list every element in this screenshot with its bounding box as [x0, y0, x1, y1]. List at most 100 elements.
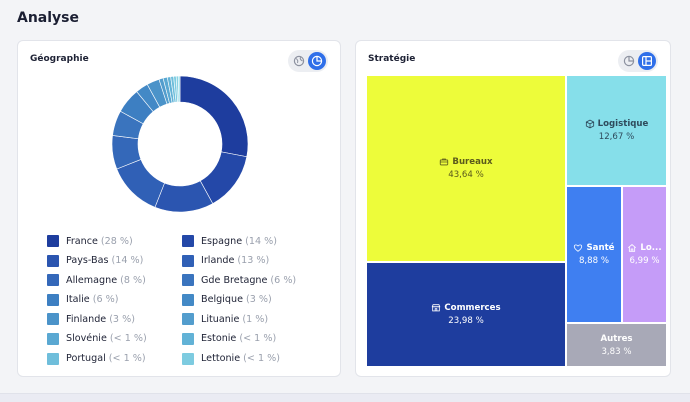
treemap-tile[interactable]: Santé 8,88 % [567, 187, 621, 322]
treemap-tile-value: 12,67 % [598, 132, 635, 142]
legend-swatch [47, 332, 59, 345]
legend-item: Gde Bretagne (6 %) [182, 273, 322, 287]
legend-country-name: Slovénie [66, 333, 107, 345]
geography-view-toggle [288, 50, 328, 72]
treemap-tile-value: 6,99 % [629, 256, 660, 266]
donut-slice[interactable] [179, 75, 249, 158]
treemap-tile[interactable]: Autres 3,83 % [567, 324, 666, 366]
legend-swatch [47, 235, 59, 248]
treemap-tile[interactable]: Bureaux 43,64 % [367, 76, 565, 261]
geography-card: Géographie France (28 %) Espagne (14 %) Pays… [17, 40, 341, 377]
legend-item: Lituanie (1 %) [182, 312, 322, 326]
legend-swatch [47, 254, 59, 267]
legend-country-name: Finlande [66, 313, 107, 325]
legend-country-percent: (14 %) [111, 255, 144, 267]
store-icon [432, 304, 441, 312]
legend-country-percent: (< 1 %) [109, 333, 147, 345]
donut-slice[interactable] [116, 159, 165, 208]
treemap-tile-label: Santé [573, 243, 615, 253]
legend-item: Pays-Bas (14 %) [47, 254, 182, 268]
house-icon [628, 243, 637, 252]
geography-pie-toggle-button[interactable] [308, 52, 326, 70]
legend-swatch [47, 274, 59, 287]
legend-country-name: Gde Bretagne [201, 274, 268, 286]
page-title: Analyse [17, 10, 80, 26]
treemap-tile-name: Autres [600, 333, 633, 344]
treemap-tile-value: 43,64 % [448, 170, 484, 180]
treemap-tile-value: 23,98 % [448, 316, 484, 326]
geography-globe-toggle-button[interactable] [290, 52, 308, 70]
geography-donut-chart [111, 75, 249, 213]
legend-country-percent: (28 %) [100, 235, 133, 247]
treemap-tile-name: Commerces [444, 303, 501, 313]
treemap-tile-label: Autres [600, 334, 632, 344]
legend-country-percent: (< 1 %) [243, 353, 280, 365]
strategy-card-title: Stratégie [368, 54, 416, 64]
legend-country-percent: (3 %) [109, 313, 135, 325]
legend-country-name: Belgique [201, 294, 243, 306]
treemap-tile-label: Commerces [431, 303, 501, 313]
treemap-tile-value: 8,88 % [578, 256, 610, 266]
legend-swatch [182, 332, 194, 345]
strategy-treemap: Bureaux 43,64 % Commerces 23,98 % Logistique… [367, 76, 666, 366]
treemap-tile-label: Lo... [627, 243, 662, 253]
legend-country-percent: (1 %) [242, 313, 269, 325]
legend-item: Allemagne (8 %) [47, 273, 182, 287]
legend-country-percent: (< 1 %) [239, 333, 277, 345]
strategy-card: Stratégie Bureaux 43,64 % Commerces 23,98 %… [355, 40, 671, 377]
legend-item: Espagne (14 %) [182, 234, 322, 248]
box-icon [585, 119, 594, 129]
legend-country-name: Irlande [201, 255, 235, 267]
legend-country-percent: (6 %) [270, 274, 297, 286]
legend-swatch [182, 293, 194, 306]
legend-country-name: Allemagne [66, 274, 118, 286]
legend-country-percent: (6 %) [92, 294, 119, 306]
legend-swatch [182, 235, 194, 248]
legend-country-name: Pays-Bas [66, 255, 109, 267]
legend-item: France (28 %) [47, 234, 182, 248]
legend-country-percent: (14 %) [245, 235, 277, 247]
treemap-tile-name: Bureaux [452, 157, 493, 167]
legend-swatch [182, 313, 194, 326]
legend-item: Slovénie (< 1 %) [47, 332, 182, 346]
legend-swatch [182, 254, 194, 267]
legend-swatch [47, 352, 59, 365]
pie-chart-icon [311, 55, 323, 67]
legend-country-name: Lettonie [201, 353, 241, 365]
treemap-tile[interactable]: Logistique 12,67 % [567, 76, 666, 185]
legend-country-percent: (13 %) [237, 255, 270, 267]
strategy-view-toggle [618, 50, 658, 72]
treemap-tile-label: Bureaux [439, 157, 493, 167]
treemap-icon [642, 56, 653, 67]
legend-item: Finlande (3 %) [47, 312, 182, 326]
legend-country-name: Italie [66, 294, 90, 306]
legend-item: Irlande (13 %) [182, 254, 322, 268]
legend-item: Estonie (< 1 %) [182, 332, 322, 346]
legend-item: Lettonie (< 1 %) [182, 351, 322, 365]
strategy-pie-toggle-button[interactable] [620, 52, 638, 70]
treemap-tile-name: Lo... [640, 243, 662, 253]
page-bottom-divider [0, 393, 690, 402]
treemap-tile-name: Logistique [597, 119, 649, 129]
legend-swatch [47, 313, 59, 326]
legend-item: Portugal (< 1 %) [47, 351, 182, 365]
treemap-tile-name: Santé [586, 243, 615, 253]
treemap-tile-label: Logistique [585, 119, 649, 129]
treemap-tile[interactable]: Lo... 6,99 % [623, 187, 666, 322]
legend-country-name: Portugal [66, 353, 106, 365]
treemap-tile[interactable]: Commerces 23,98 % [367, 263, 565, 366]
geography-card-title: Géographie [30, 54, 89, 64]
legend-swatch [182, 274, 194, 287]
legend-item: Italie (6 %) [47, 293, 182, 307]
legend-country-percent: (8 %) [120, 274, 146, 286]
donut-slice[interactable] [177, 75, 181, 103]
legend-item: Belgique (3 %) [182, 293, 322, 307]
heart-icon [574, 244, 583, 252]
geography-legend: France (28 %) Espagne (14 %) Pays-Bas (14 %) I… [47, 234, 322, 366]
briefcase-icon [440, 158, 449, 166]
legend-country-name: Estonie [201, 333, 237, 345]
legend-swatch [47, 293, 59, 306]
pie-chart-icon [623, 55, 635, 67]
globe-icon [293, 55, 305, 67]
strategy-treemap-toggle-button[interactable] [638, 52, 656, 70]
